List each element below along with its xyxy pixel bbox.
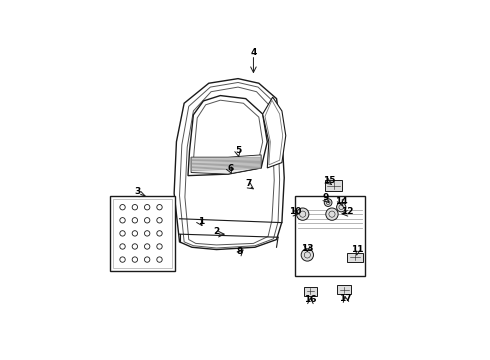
Text: 9: 9 — [322, 193, 329, 202]
Polygon shape — [337, 285, 351, 294]
Polygon shape — [188, 95, 268, 176]
Polygon shape — [295, 195, 365, 276]
Text: 5: 5 — [235, 147, 241, 156]
Polygon shape — [325, 180, 342, 191]
Text: 8: 8 — [237, 247, 243, 256]
Text: 1: 1 — [198, 217, 204, 226]
Circle shape — [301, 249, 314, 261]
Text: 3: 3 — [135, 186, 141, 195]
Text: 17: 17 — [340, 294, 352, 303]
Polygon shape — [174, 78, 284, 249]
Text: 6: 6 — [227, 164, 233, 173]
Polygon shape — [263, 97, 286, 168]
Circle shape — [324, 199, 332, 206]
Text: 13: 13 — [301, 243, 314, 252]
Text: 10: 10 — [289, 207, 301, 216]
Text: 12: 12 — [341, 207, 354, 216]
Circle shape — [326, 208, 338, 220]
Text: 11: 11 — [351, 245, 364, 254]
Text: 4: 4 — [250, 48, 257, 57]
Text: 16: 16 — [304, 295, 317, 304]
Text: 7: 7 — [245, 179, 252, 188]
Polygon shape — [347, 253, 363, 262]
Polygon shape — [191, 155, 261, 174]
Text: 2: 2 — [213, 228, 220, 237]
Circle shape — [337, 203, 346, 212]
Circle shape — [296, 208, 309, 220]
Text: 14: 14 — [335, 197, 347, 206]
Polygon shape — [110, 195, 175, 271]
Text: 15: 15 — [322, 176, 335, 185]
Polygon shape — [304, 287, 317, 296]
